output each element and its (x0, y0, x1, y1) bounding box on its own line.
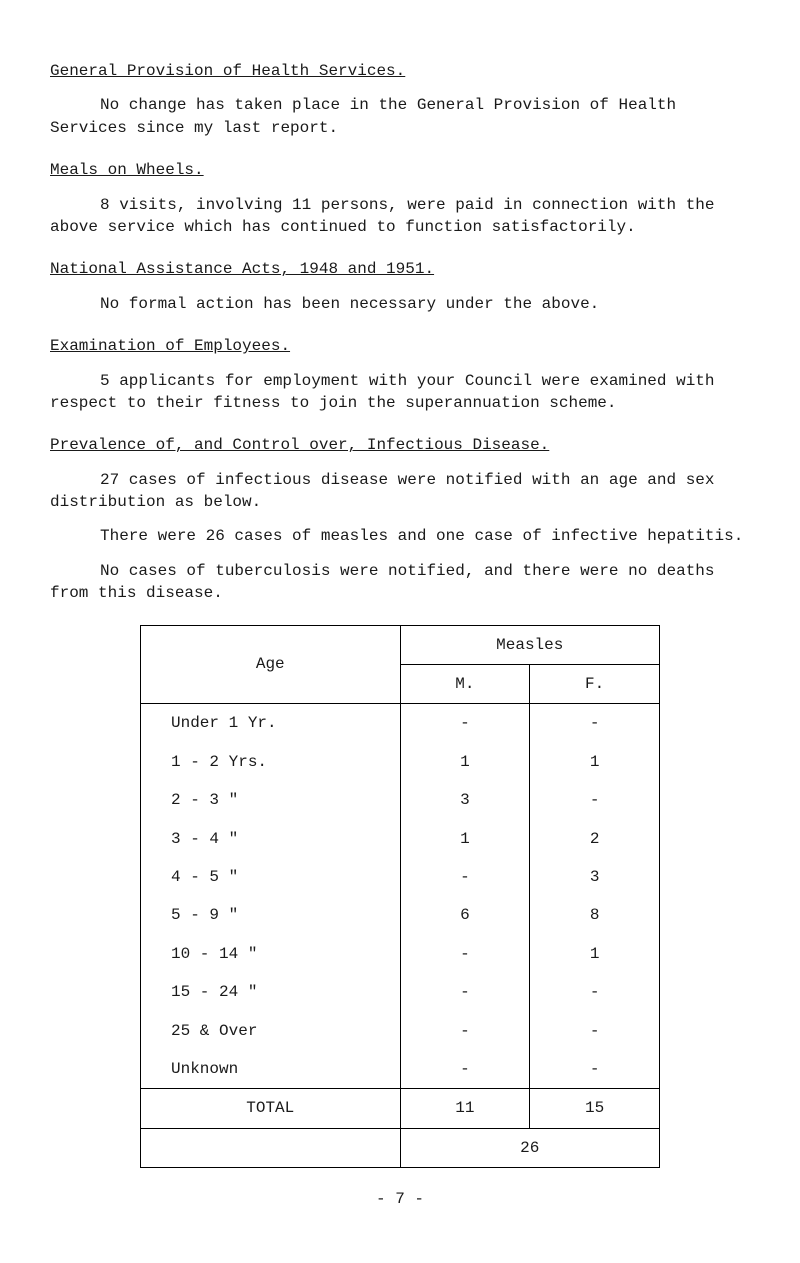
table-row-age: 2 - 3 " (141, 781, 401, 819)
table-header-age: Age (141, 625, 401, 704)
table-row-m: - (400, 1012, 530, 1050)
paragraph-1: No change has taken place in the General… (50, 94, 750, 139)
table-row-m: - (400, 973, 530, 1011)
table-row-f: - (530, 781, 660, 819)
table-row-age: Under 1 Yr. (141, 704, 401, 743)
heading-examination: Examination of Employees. (50, 335, 750, 357)
table-row-age: 15 - 24 " (141, 973, 401, 1011)
paragraph-3: No formal action has been necessary unde… (50, 293, 750, 315)
table-total-m: 11 (400, 1089, 530, 1128)
page-number: - 7 - (50, 1188, 750, 1210)
table-row-f: 2 (530, 820, 660, 858)
heading-meals: Meals on Wheels. (50, 159, 750, 181)
paragraph-5: 27 cases of infectious disease were noti… (50, 469, 750, 514)
table-row-age: 1 - 2 Yrs. (141, 743, 401, 781)
table-row-m: - (400, 935, 530, 973)
table-row-age: 3 - 4 " (141, 820, 401, 858)
table-row-m: 3 (400, 781, 530, 819)
table-row-m: 1 (400, 820, 530, 858)
table-row-f: - (530, 1050, 660, 1089)
table-row-f: 1 (530, 935, 660, 973)
table-row-age: Unknown (141, 1050, 401, 1089)
table-header-m: M. (400, 665, 530, 704)
paragraph-2: 8 visits, involving 11 persons, were pai… (50, 194, 750, 239)
heading-national-assistance: National Assistance Acts, 1948 and 1951. (50, 258, 750, 280)
table-header-f: F. (530, 665, 660, 704)
table-row-f: 1 (530, 743, 660, 781)
heading-general-provision: General Provision of Health Services. (50, 60, 750, 82)
heading-prevalence: Prevalence of, and Control over, Infecti… (50, 434, 750, 456)
table-row-m: 1 (400, 743, 530, 781)
table-row-m: - (400, 704, 530, 743)
table-total-label: TOTAL (141, 1089, 401, 1128)
table-total-f: 15 (530, 1089, 660, 1128)
table-row-m: 6 (400, 896, 530, 934)
table-row-f: 8 (530, 896, 660, 934)
table-row-m: - (400, 858, 530, 896)
table-row-age: 10 - 14 " (141, 935, 401, 973)
table-row-age: 25 & Over (141, 1012, 401, 1050)
table-row-age: 5 - 9 " (141, 896, 401, 934)
table-row-f: - (530, 704, 660, 743)
paragraph-7: No cases of tuberculosis were notified, … (50, 560, 750, 605)
table-row-m: - (400, 1050, 530, 1089)
table-row-f: 3 (530, 858, 660, 896)
paragraph-6: There were 26 cases of measles and one c… (50, 525, 750, 547)
table-header-measles: Measles (400, 625, 660, 664)
table-row-f: - (530, 973, 660, 1011)
table-grand-total: 26 (400, 1128, 660, 1167)
paragraph-4: 5 applicants for employment with your Co… (50, 370, 750, 415)
table-row-age: 4 - 5 " (141, 858, 401, 896)
table-row-f: - (530, 1012, 660, 1050)
measles-table: Age Measles M. F. Under 1 Yr. - - 1 - 2 … (140, 625, 660, 1168)
